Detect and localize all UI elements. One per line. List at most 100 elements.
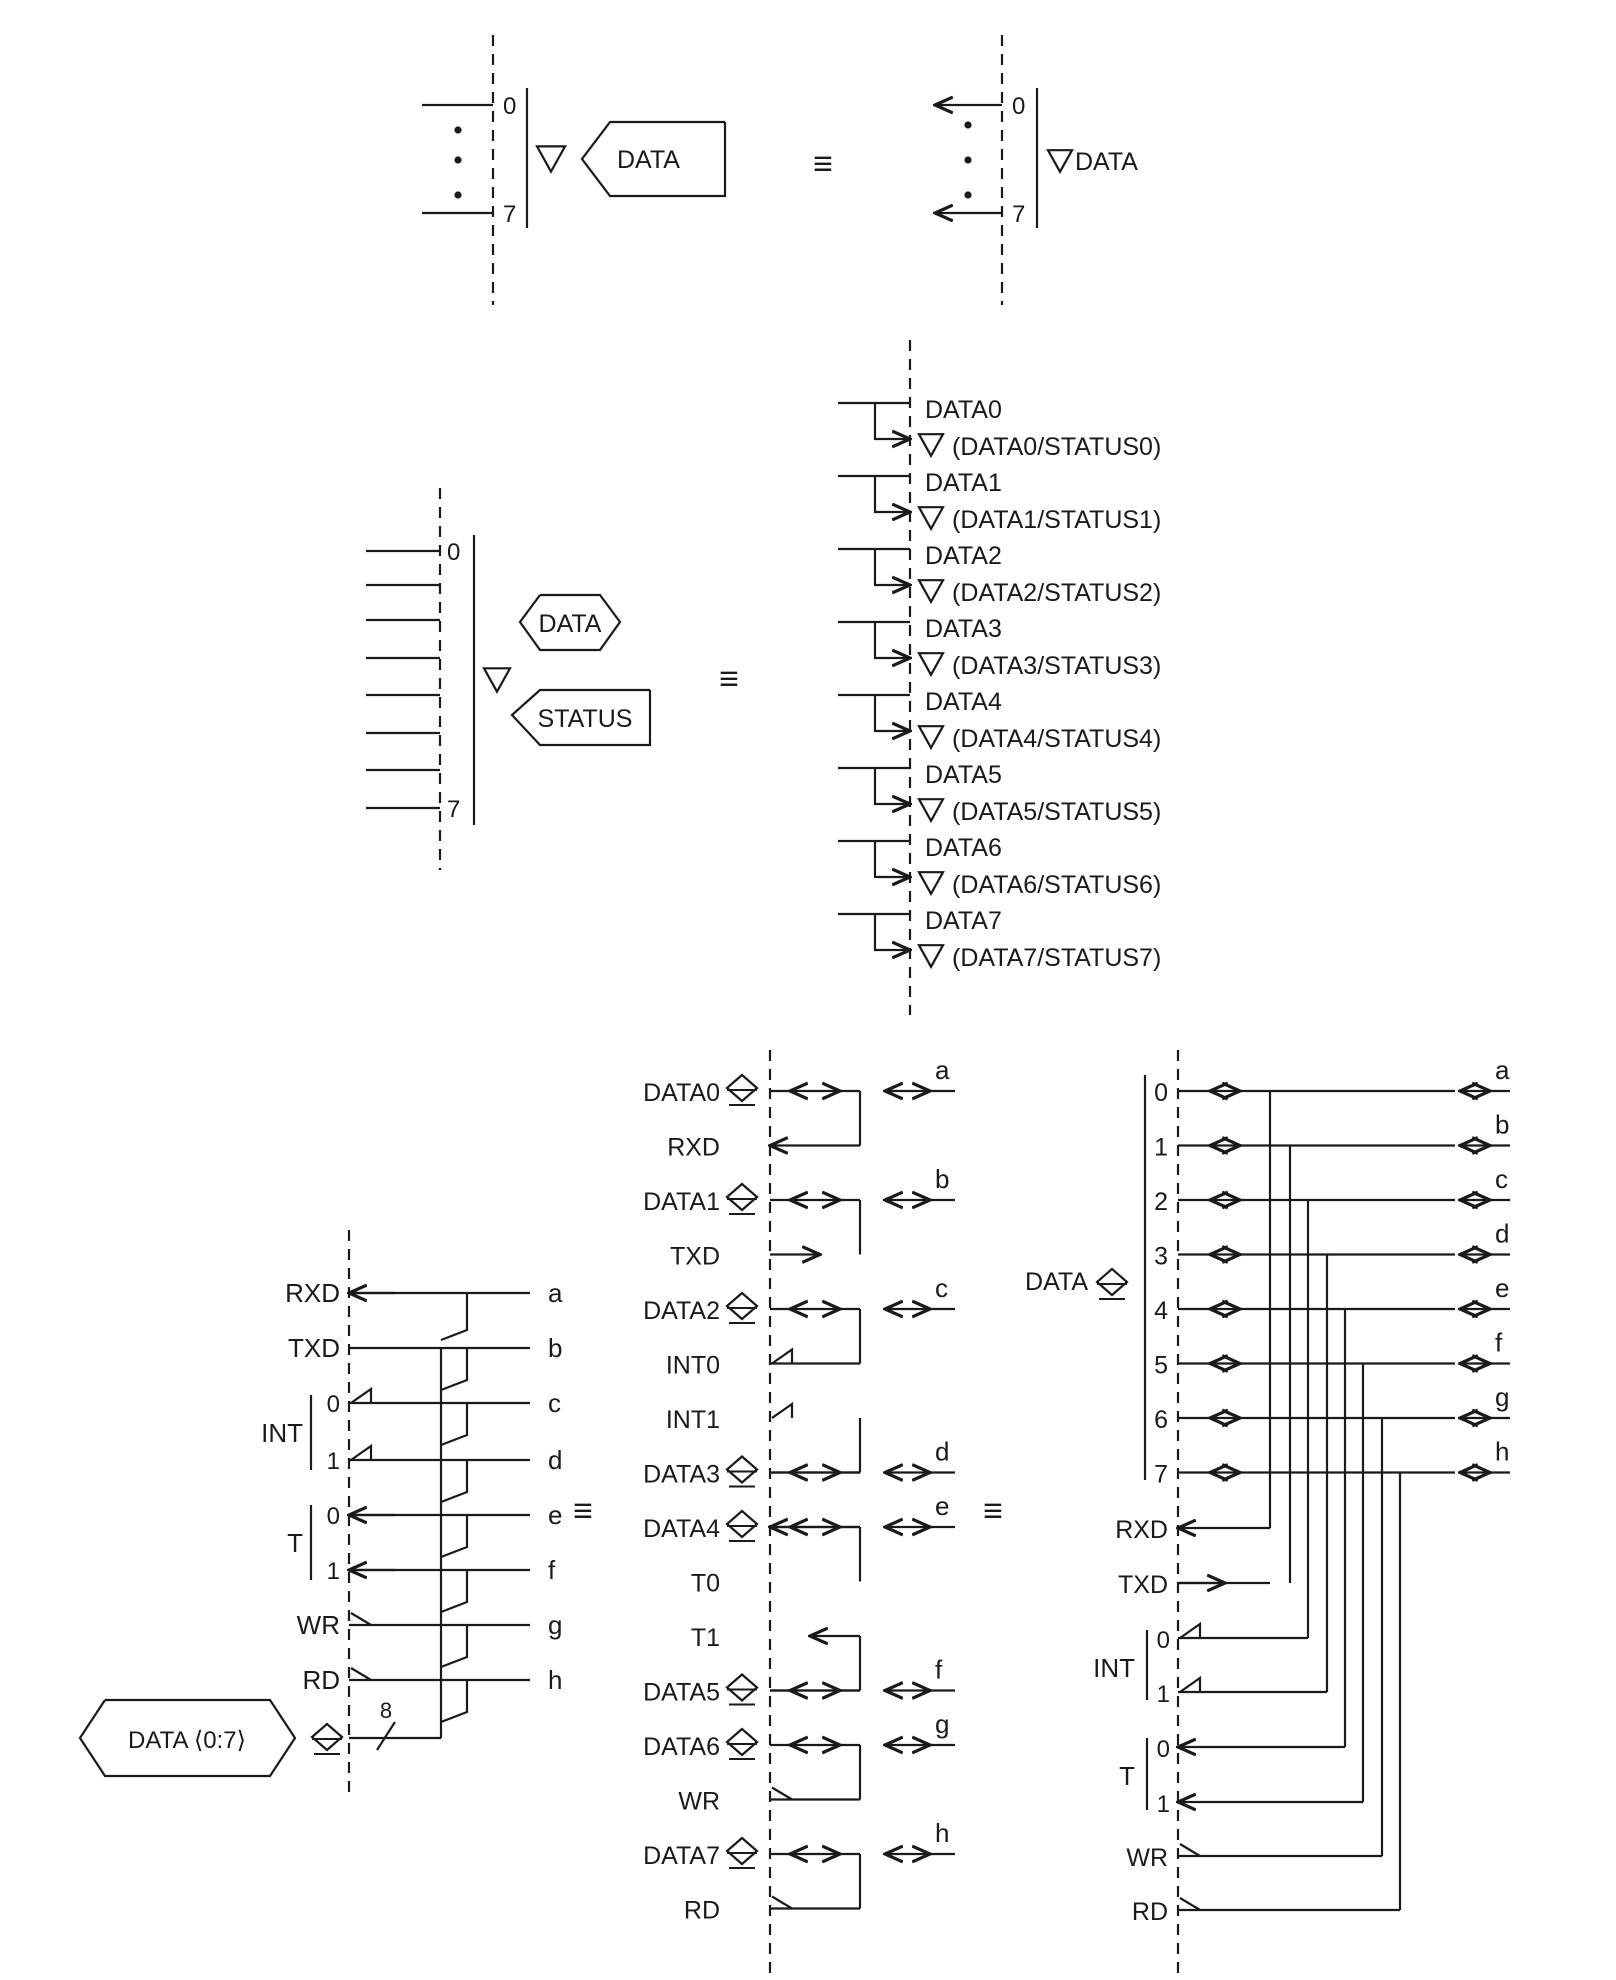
fig3-left-data-bus-label: DATA ⟨0:7⟩ — [128, 1727, 246, 1754]
fig3-left-bus-width-label: 8 — [380, 1698, 392, 1723]
fig2-expanded-return-wire — [873, 695, 910, 731]
fig2-data-connector-label: DATA — [539, 610, 602, 638]
fig3-right-lower-pin-label: 1 — [1157, 1791, 1170, 1818]
fig1-left-bit7-label: 7 — [503, 201, 516, 228]
fig2-expanded-data-label: DATA6 — [925, 834, 1002, 862]
fig3-right-bus-label: DATA — [1025, 1268, 1088, 1296]
fig2-expanded-combined-label: (DATA2/STATUS2) — [952, 579, 1161, 607]
fig3-left-net-label: e — [548, 1500, 562, 1530]
bidi-diamond — [725, 1182, 759, 1212]
fig3-middle-pin-label: DATA5 — [643, 1679, 720, 1707]
fig3-left-wr-wedge — [350, 1612, 372, 1626]
fig2-expanded-tristate-triangle — [917, 944, 945, 970]
fig3-right-lower-pin-label: 0 — [1157, 1627, 1170, 1654]
fig3-left-pin-rd-label: RD — [302, 1665, 340, 1695]
fig3-left-bus-ripper — [440, 1515, 469, 1559]
fig3-left-data-bus-connector — [78, 1698, 297, 1778]
fig3-left-net-label: f — [548, 1555, 556, 1585]
fig3-left-int0-clock-wedge — [350, 1386, 373, 1404]
fig3-left-bus-ripper — [440, 1348, 469, 1392]
fig3-left-pin-int1-label: 1 — [327, 1448, 340, 1475]
fig3-right-int1-clock-wedge — [1179, 1675, 1202, 1693]
fig3-middle-net-label: b — [935, 1164, 949, 1194]
bidi-diamond — [725, 1455, 759, 1484]
fig3-middle-pin-label: DATA7 — [643, 1842, 720, 1870]
bidi-diamond — [725, 1673, 759, 1702]
fig2-expanded-combined-label: (DATA0/STATUS0) — [952, 433, 1161, 461]
fig3-middle-int1-clock-wedge — [771, 1401, 794, 1419]
fig3-middle-bidi-symbol — [725, 1673, 759, 1706]
fig3-middle-pin-label: DATA2 — [643, 1297, 720, 1325]
fig1-right-ellipsis-dot — [964, 156, 972, 164]
fig3-right-lower-pin-label: TXD — [1118, 1571, 1168, 1599]
fig1-left-ellipsis-dot — [454, 191, 462, 199]
fig3-right-net-label: f — [1495, 1328, 1503, 1358]
fig3-middle-pin-label: T1 — [691, 1624, 720, 1652]
fig3-middle-net-label: c — [935, 1273, 948, 1303]
bidi-diamond — [1095, 1267, 1129, 1297]
figure-2-multiplexed-bus: 0 7 DATA STATUS ≡ DATA0 (DATA0/STATUS0) DATA1 (D… — [366, 340, 1161, 1015]
fig3-left-pin-wr-label: WR — [297, 1610, 340, 1640]
fig3-left-pin-t0-label: 0 — [327, 1503, 340, 1530]
fig3-middle-pin-label: DATA0 — [643, 1079, 720, 1107]
fig2-expanded-combined-label: (DATA6/STATUS6) — [952, 871, 1161, 899]
fig2-equivalence: ≡ — [719, 660, 739, 698]
fig3-left-net-label: h — [548, 1665, 562, 1695]
fig1-right-bit7-label: 7 — [1012, 201, 1025, 228]
fig2-expanded-tristate-triangle — [917, 579, 945, 605]
fig1-left-tristate-triangle — [535, 145, 567, 174]
fig3-right-wr-wedge — [1179, 1843, 1201, 1857]
fig3-right-t-group-label: T — [1119, 1761, 1135, 1791]
fig1-right-tristate-triangle — [1046, 149, 1074, 175]
fig3-right-rd-wedge — [1179, 1897, 1201, 1911]
fig3-middle-bidi-symbol — [725, 1182, 759, 1215]
fig1-left-bus-label: DATA — [617, 146, 680, 174]
figure-1-bus-ripper: 0 7 DATA ≡ 0 7 DATA — [422, 35, 1138, 305]
fig3-left-bus-width-slash — [376, 1721, 396, 1751]
fig3-right-int-group-label: INT — [1093, 1653, 1135, 1683]
fig3-right-bit-label: 1 — [1154, 1134, 1168, 1162]
fig2-expanded-data-label: DATA1 — [925, 469, 1002, 497]
fig3-left-pin-rxd-label: RXD — [285, 1278, 340, 1308]
fig1-right-ellipsis-dot — [964, 191, 972, 199]
fig3-right-bit-label: 4 — [1154, 1297, 1168, 1325]
fig3-middle-bidi-symbol — [725, 1291, 759, 1324]
fig2-expanded-combined-label: (DATA5/STATUS5) — [952, 798, 1161, 826]
fig3-right-net-label: e — [1495, 1273, 1509, 1303]
fig3-right-lower-pin-label: 0 — [1157, 1736, 1170, 1763]
bidi-diamond — [725, 1291, 759, 1321]
fig2-expanded-return-wire — [873, 914, 910, 950]
fig2-expanded-return-wire — [873, 476, 910, 512]
fig3-right-net-label: b — [1495, 1110, 1509, 1140]
fig2-expanded-tristate-triangle — [917, 506, 945, 532]
fig3-left-bus-ripper — [440, 1460, 469, 1504]
fig3-middle-pin-label: DATA3 — [643, 1461, 720, 1489]
fig2-expanded-combined-label: (DATA1/STATUS1) — [952, 506, 1161, 534]
fig3-middle-net-label: a — [935, 1055, 950, 1085]
fig1-right-ellipsis-dot — [964, 121, 972, 129]
fig3-middle-pin-label: INT0 — [666, 1352, 720, 1380]
fig3-right-lower-pin-label: 1 — [1157, 1681, 1170, 1708]
fig3-right-bit-label: 5 — [1154, 1352, 1168, 1380]
bidi-diamond — [310, 1722, 344, 1752]
fig3-middle-pin-label: DATA4 — [643, 1515, 720, 1543]
fig3-left-net-label: d — [548, 1445, 562, 1475]
fig3-right-net-label: a — [1495, 1055, 1510, 1085]
fig2-status-connector — [510, 688, 652, 747]
fig3-left-bus-ripper — [440, 1403, 469, 1447]
fig3-right-lower-pin-label: RD — [1132, 1898, 1168, 1926]
fig3-right-bidi-symbol — [1095, 1267, 1129, 1300]
fig2-expanded-return-wire — [873, 403, 910, 439]
fig2-data-bidi-connector — [518, 593, 622, 652]
fig1-left-bit0-label: 0 — [503, 93, 516, 120]
fig2-expanded-tristate-triangle — [917, 652, 945, 678]
fig3-middle-pin-label: DATA6 — [643, 1733, 720, 1761]
fig3-middle-net-label: g — [935, 1709, 949, 1739]
fig2-expanded-data-label: DATA7 — [925, 907, 1002, 935]
fig3-right-bit-label: 3 — [1154, 1243, 1168, 1271]
fig3-middle-pin-label: DATA1 — [643, 1188, 720, 1216]
fig3-right-net-label: c — [1495, 1164, 1508, 1194]
fig2-expanded-return-wire — [873, 768, 910, 804]
